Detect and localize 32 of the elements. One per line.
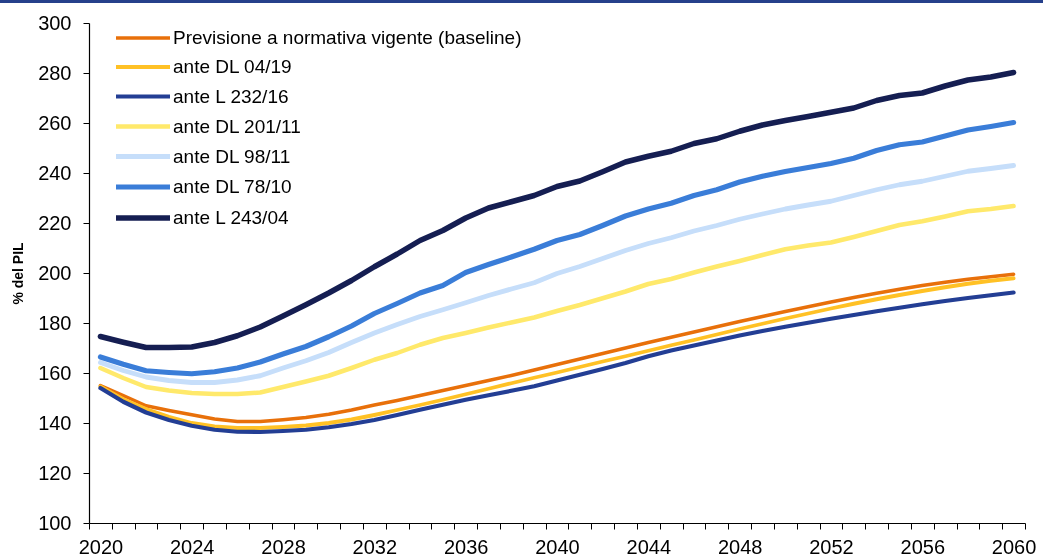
- x-tick-label: 2044: [626, 535, 672, 558]
- x-tick-label: 2056: [900, 535, 946, 558]
- y-tick-label: 100: [38, 511, 72, 534]
- y-tick-label: 120: [38, 461, 72, 484]
- legend-label: ante DL 04/19: [173, 56, 292, 77]
- y-axis-title: % del PIL: [10, 241, 27, 305]
- legend-label: ante DL 98/11: [173, 145, 291, 167]
- x-tick-label: 2020: [78, 535, 124, 558]
- legend-label: ante L 232/16: [173, 85, 289, 107]
- y-tick-label: 280: [38, 61, 72, 84]
- x-tick-label: 2036: [443, 535, 489, 558]
- x-tick-label: 2048: [717, 535, 763, 558]
- x-tick-label: 2040: [535, 535, 580, 558]
- x-tick-label: 2032: [352, 535, 398, 558]
- y-tick-label: 140: [38, 411, 72, 434]
- legend-label: ante L 243/04: [173, 207, 289, 228]
- legend-label: ante DL 78/10: [173, 176, 292, 197]
- x-tick-label: 2028: [261, 535, 306, 558]
- x-tick-label: 2060: [991, 535, 1037, 558]
- y-tick-label: 300: [38, 11, 72, 34]
- line-series: [98, 203, 1016, 397]
- y-tick-label: 160: [38, 361, 72, 384]
- y-tick-label: 260: [38, 111, 72, 134]
- y-tick-label: 180: [38, 311, 72, 334]
- y-tick-label: 240: [38, 161, 72, 184]
- line-series: [98, 163, 1017, 385]
- y-tick-label: 220: [38, 211, 72, 234]
- legend-label: Previsione a normativa vigente (baseline): [173, 27, 522, 48]
- legend-label: ante DL 201/11: [173, 115, 301, 137]
- x-tick-label: 2052: [809, 535, 854, 558]
- y-tick-label: 200: [38, 261, 72, 284]
- x-tick-label: 2024: [169, 535, 215, 558]
